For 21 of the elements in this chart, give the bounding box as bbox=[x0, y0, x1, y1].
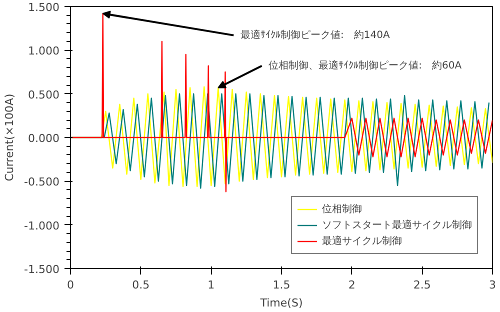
x-tick-label: 0.5 bbox=[132, 278, 150, 292]
y-tick-label: -1.500 bbox=[24, 263, 60, 276]
y-axis-title: Current(×100A) bbox=[3, 94, 16, 182]
x-tick-label: 1.5 bbox=[272, 278, 290, 292]
annotation: 位相制御、最適ｻｲｸﾙ制御ピーク値: 約60A bbox=[268, 59, 462, 72]
y-tick-label: -0.500 bbox=[24, 176, 60, 189]
y-tick-label: 1.500 bbox=[28, 1, 60, 14]
legend-label: 位相制御 bbox=[322, 202, 362, 216]
x-tick-label: 0 bbox=[67, 278, 74, 292]
y-tick-label: -1.000 bbox=[24, 219, 60, 232]
y-tick-label: 0.500 bbox=[28, 88, 60, 102]
annotation: 最適ｻｲｸﾙ制御ピーク値: 約140A bbox=[240, 28, 390, 41]
x-tick-label: 2.5 bbox=[413, 278, 431, 292]
x-axis-title: Time(S) bbox=[259, 296, 303, 310]
x-tick-label: 3 bbox=[489, 278, 496, 292]
y-tick-label: 1.000 bbox=[28, 44, 60, 58]
y-tick-label: 0.000 bbox=[28, 132, 60, 145]
legend-label: 最適サイクル制御 bbox=[322, 234, 402, 248]
x-tick-label: 1 bbox=[208, 278, 215, 292]
legend-label: ソフトスタート最適サイクル制御 bbox=[322, 218, 472, 232]
x-tick-label: 2 bbox=[348, 278, 356, 292]
